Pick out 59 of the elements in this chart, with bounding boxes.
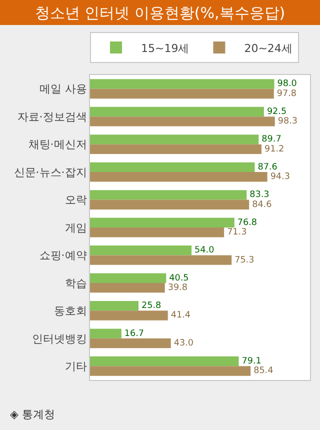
data-label: 79.1 (242, 356, 262, 366)
y-tick-label: 신문·뉴스·잡지 (14, 166, 87, 179)
bar (90, 116, 275, 126)
data-label: 83.3 (250, 190, 270, 200)
bar (90, 338, 171, 348)
data-label: 91.2 (264, 144, 284, 154)
bar (90, 310, 168, 320)
data-label: 89.7 (262, 134, 282, 145)
y-tick-label: 자료·정보검색 (17, 110, 87, 124)
data-label: 84.6 (252, 200, 272, 210)
data-label: 94.3 (270, 172, 290, 182)
data-label: 92.5 (266, 106, 287, 117)
chart-title: 청소년 인터넷 이용현황(%,복수응답) (34, 4, 286, 22)
bar (90, 228, 224, 238)
data-label: 87.6 (258, 162, 278, 172)
y-tick-label: 쇼핑·예약 (39, 249, 87, 262)
bar (90, 190, 247, 200)
data-label: 43.0 (174, 338, 194, 348)
legend-label: 15~19세 (141, 42, 190, 55)
bar (90, 246, 192, 256)
y-tick-label: 학습 (64, 276, 87, 290)
data-label: 16.7 (124, 328, 144, 339)
y-tick-label: 동호회 (54, 304, 87, 318)
bar (90, 172, 268, 182)
bar (90, 144, 262, 154)
bar (90, 218, 234, 228)
data-label: 39.8 (168, 283, 188, 294)
bar (90, 356, 239, 366)
data-label: 98.0 (277, 79, 298, 90)
bar (90, 88, 274, 99)
bar (90, 134, 259, 144)
y-tick-label: 게임 (64, 221, 87, 234)
y-tick-label: 인터넷뱅킹 (32, 332, 87, 346)
legend-label: 20~24세 (244, 42, 292, 55)
y-tick-label: 메일 사용 (39, 82, 87, 96)
bar (90, 300, 139, 311)
data-label: 75.3 (234, 255, 254, 266)
y-tick-label: 기타 (64, 360, 87, 373)
bar (90, 200, 250, 210)
bar (90, 255, 232, 265)
data-label: 40.5 (169, 273, 189, 284)
bar (90, 273, 166, 283)
data-label: 71.3 (227, 228, 247, 238)
data-label: 54.0 (194, 246, 215, 256)
data-label: 41.4 (170, 310, 191, 321)
data-label: 98.3 (278, 116, 298, 127)
data-label: 25.8 (142, 301, 162, 312)
bar (90, 162, 255, 172)
y-tick-label: 채팅·메신저 (28, 138, 87, 152)
bar (90, 282, 165, 293)
y-tick-label: 오락 (64, 194, 87, 207)
bar (90, 328, 122, 338)
bar (90, 79, 274, 89)
bar (90, 366, 251, 376)
data-label: 85.4 (254, 366, 274, 376)
data-label: 76.8 (237, 218, 258, 228)
data-label: 97.8 (276, 88, 297, 99)
bar (90, 106, 264, 117)
text: ◈ 통계청 (10, 408, 55, 421)
